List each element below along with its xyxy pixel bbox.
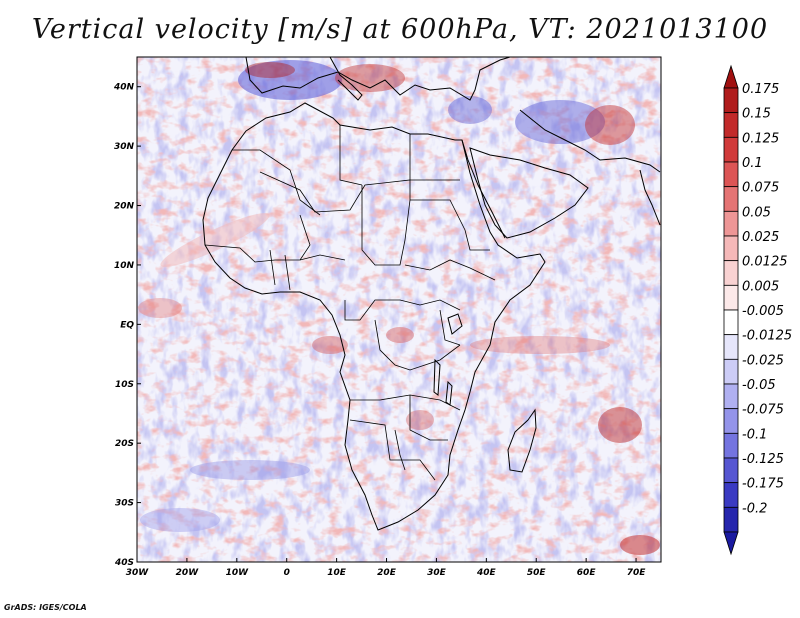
colorbar-label: -0.175 [742,477,784,492]
colorbar-label: -0.05 [742,378,776,393]
lon-tick-label: 0 [284,568,290,578]
colorbar-label: 0.05 [742,205,771,220]
lon-tick-label: 20W [176,568,200,578]
colorbar-swatch [723,334,739,360]
lat-tick-label: 20N [114,202,135,212]
italy [329,57,363,101]
lat-tick-label: 10S [115,380,134,390]
lon-tick-label: 40E [476,568,497,578]
colorbar-label: 0.125 [742,131,779,146]
colorbar-label: -0.0125 [742,329,792,344]
colorbar-swatch [723,482,739,508]
lon-tick-label: 10E [327,568,347,578]
red-sea-coast [461,139,506,239]
lake-victoria [447,313,463,335]
grads-credit: GrADS: IGES/COLA [4,603,87,612]
madagascar [507,408,537,473]
colorbar-swatch [723,186,739,212]
lat-tick-label: EQ [120,320,134,330]
lon-tick-label: 50E [527,568,547,578]
colorbar-swatch [723,260,739,286]
colorbar-swatch [723,210,739,237]
persian-gulf-coast [519,109,661,173]
colorbar-label: 0.005 [742,279,779,294]
colorbar-label: -0.005 [742,304,784,319]
lat-tick-label: 20S [115,439,134,449]
colorbar-label: 0.075 [742,181,779,196]
colorbar-label: 0.15 [742,107,771,122]
lat-tick-label: 30N [114,142,135,152]
colorbar-swatch [723,235,739,262]
lon-tick-label: 60E [577,568,597,578]
colorbar: 0.175 0.15 0.125 0.1 0.075 0.05 0.025 0.0125 0.0… [723,64,792,556]
lon-tick-label: 70E [627,568,647,578]
colorbar-label: -0.125 [742,452,784,467]
colorbar-swatch [723,506,739,533]
colorbar-label: -0.1 [742,427,767,442]
colorbar-swatch [723,112,739,138]
lon-tick-label: 30W [126,568,150,578]
colorbar-label: 0.0125 [742,255,788,270]
colorbar-swatch [723,358,739,385]
colorbar-label: 0.1 [742,156,763,171]
axis-ticks: 30W 20W 10W 0 10E 20E 30E 40E 50E 60E 70E 40N 30N 20N… [113,83,646,578]
lon-tick-label: 10W [226,568,250,578]
lake-malawi [445,380,453,406]
colorbar-swatch [723,87,739,114]
lake-tanganyika [433,358,441,396]
map-title: Vertical velocity [m/s] at 600hPa, VT: 2… [31,14,769,45]
plot-frame [136,56,662,563]
colorbar-swatch [723,284,739,311]
lat-tick-label: 30S [115,499,134,509]
colorbar-label: 0.025 [742,230,779,245]
lon-tick-label: 30E [427,568,447,578]
coastlines [202,57,661,531]
colorbar-label: 0.175 [742,82,779,97]
india-coastline [639,169,661,226]
colorbar-label: -0.025 [742,353,784,368]
lat-tick-label: 40N [113,83,135,93]
colorbar-max-arrow [723,64,739,89]
africa-coastline [202,102,546,531]
lat-tick-label: 40S [114,558,134,568]
country-borders [204,125,496,481]
lat-tick-label: 10N [114,261,135,271]
colorbar-swatch [723,309,739,336]
lakes [433,313,463,406]
colorbar-swatch [723,161,739,188]
colorbar-label: -0.2 [742,501,767,516]
colorbar-min-arrow [723,531,739,556]
colorbar-swatch [723,457,739,484]
colorbar-label: -0.075 [742,403,784,418]
lon-tick-label: 20E [377,568,397,578]
colorbar-swatch [723,408,739,434]
colorbar-swatch [723,383,739,410]
velocity-highlights [138,60,660,555]
europe-coastline [245,57,511,101]
colorbar-swatch [723,136,739,163]
arabian-peninsula [469,147,589,239]
colorbar-swatch [723,432,739,459]
